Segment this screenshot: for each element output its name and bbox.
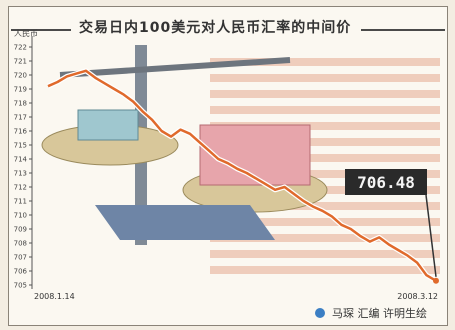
x-start-label: 2008.1.14 [34, 292, 75, 301]
y-tick-label: 718 [14, 100, 27, 108]
scale-base [95, 205, 275, 240]
series-line [47, 69, 437, 282]
stripe [210, 58, 440, 66]
callout-box [345, 169, 427, 195]
y-tick-label: 706 [14, 268, 28, 276]
y-tick-labels: 722 721 720 719 718 717 716 715 714 713 712 711 710 7… [14, 44, 32, 290]
y-tick-label: 720 [14, 72, 27, 80]
y-tick-label: 716 [14, 128, 28, 136]
y-tick-label: 707 [14, 254, 27, 262]
x-end-label: 2008.3.12 [397, 292, 438, 301]
credit-line: 马琛 汇编 许明生绘 [314, 305, 427, 321]
y-tick-label: 713 [14, 170, 27, 178]
bullet-icon [314, 308, 325, 318]
stripe [210, 218, 440, 226]
x-labels: 2008.1.14 2008.3.12 [34, 292, 438, 301]
stripe [210, 266, 440, 274]
dollar-stack [77, 109, 139, 141]
stripe [210, 138, 440, 146]
callout-value: 706.48 [357, 173, 415, 192]
stripe [210, 202, 440, 210]
chart-title: 交易日内100美元对人民币汇率的中间价 [79, 20, 352, 36]
stripe [210, 106, 440, 114]
y-tick-label: 717 [14, 114, 27, 122]
scale-illustration [41, 45, 328, 245]
y-tick-label: 714 [14, 156, 28, 164]
y-unit-label: 人民币 [14, 29, 38, 38]
callout-leader [425, 194, 437, 277]
stripe [210, 122, 440, 130]
y-tick-label: 708 [14, 240, 27, 248]
stripe [210, 90, 440, 98]
y-tick-label: 711 [14, 198, 27, 206]
y-tick-label: 712 [14, 184, 27, 192]
stripe [210, 234, 440, 242]
stripe [210, 170, 440, 178]
y-tick-label: 715 [14, 142, 27, 150]
y-tick-label: 705 [14, 282, 27, 290]
scale-beam [59, 57, 291, 78]
end-point [433, 277, 439, 284]
y-tick-label: 722 [14, 44, 27, 52]
stripe [210, 74, 440, 82]
y-tick-label: 721 [14, 58, 27, 66]
stripe [210, 154, 440, 162]
y-tick-label: 710 [14, 212, 27, 220]
y-tick-label: 709 [14, 226, 27, 234]
callout-group: 706.48 [345, 169, 437, 277]
y-axis: 人民币 [14, 29, 38, 289]
credit-text: 马琛 汇编 许明生绘 [332, 307, 427, 320]
title-background [71, 15, 361, 37]
stripe [210, 250, 440, 258]
y-tick-label: 719 [14, 86, 27, 94]
series-group [46, 68, 439, 284]
